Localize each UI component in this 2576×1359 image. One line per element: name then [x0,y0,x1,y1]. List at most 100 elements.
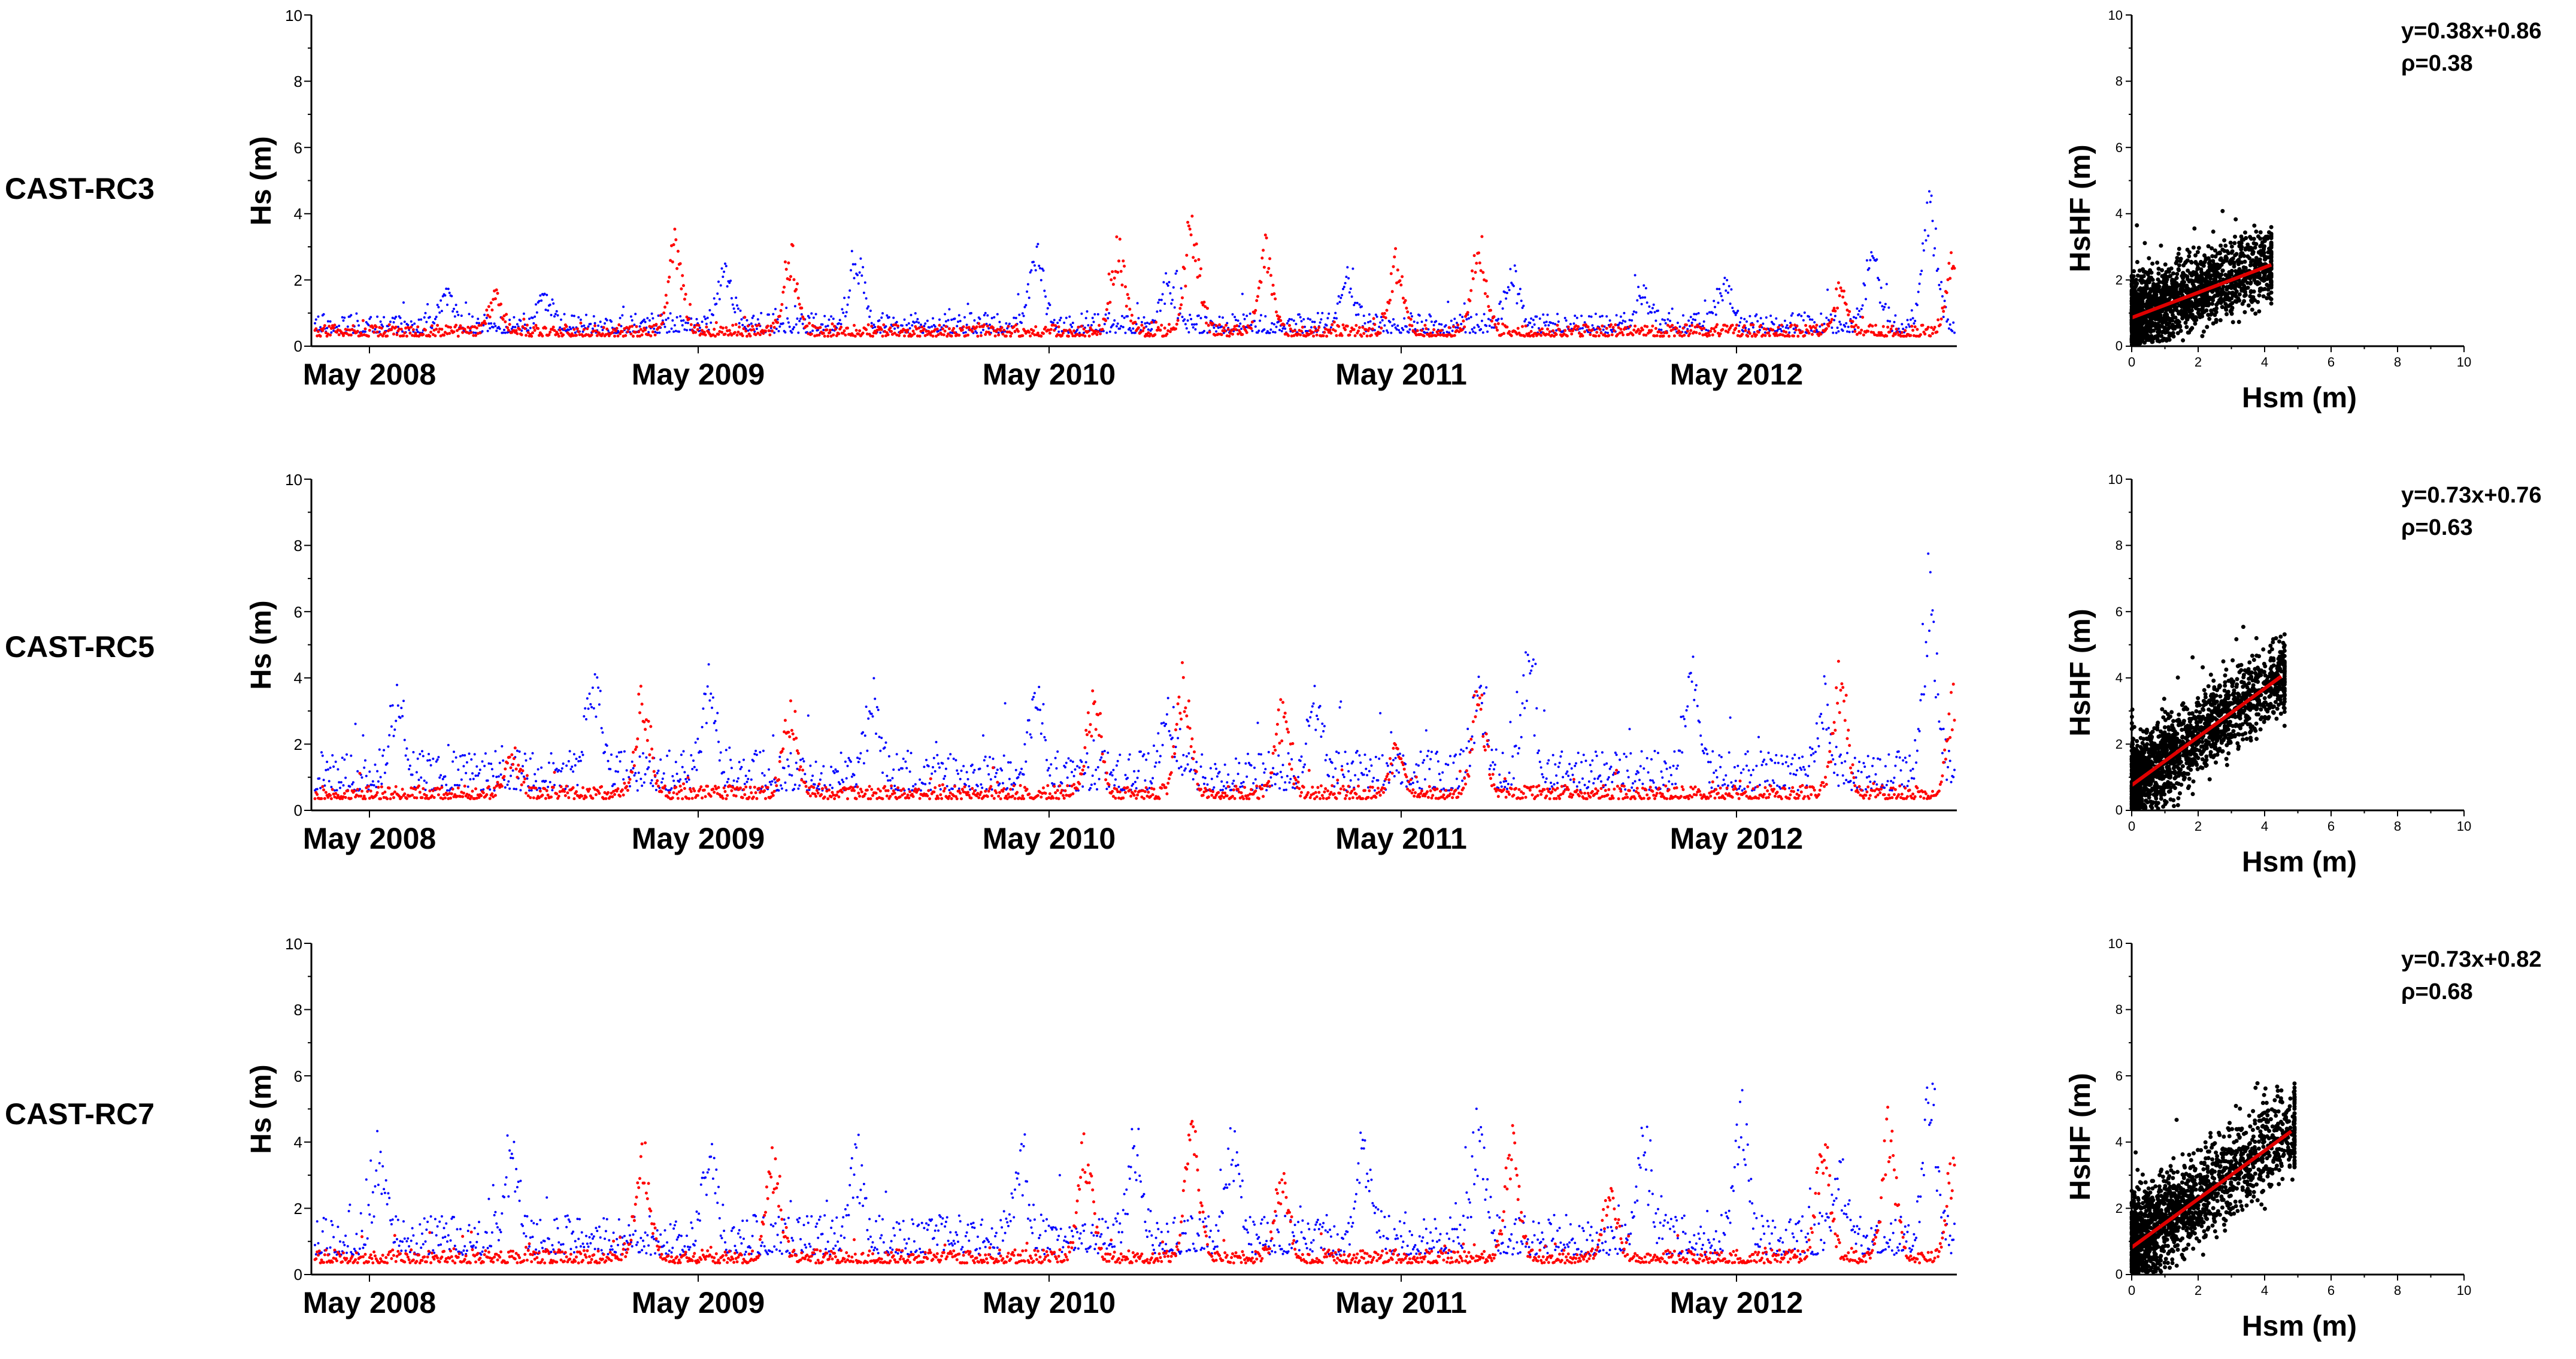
scatter-x-tick-label: 2 [2195,355,2202,370]
y-tick-label: 10 [285,7,302,25]
data-point-blue [1462,1107,1628,1256]
timeseries-panel: 0 2 4 6 8 10 Hs (m) May 2008 May 2009 Ma… [246,7,1957,391]
data-point-blue [1626,655,1792,792]
data-point-red [1298,247,1464,338]
scatter-y-tick-label: 10 [2108,936,2123,951]
data-point-red [969,689,1136,801]
scatter-y-tick-label: 2 [2116,273,2123,287]
y-tick-label: 4 [294,669,302,687]
data-point-red [641,699,808,801]
y-tick-label: 10 [285,471,302,489]
row-cast-rc5: CAST-RC5 0 2 4 6 8 10 Hs (m) May 2008 Ma… [5,471,2542,878]
data-point-red [313,1230,480,1265]
x-tick-marks [369,810,1737,818]
data-point-blue [1790,190,1956,334]
scatter-x-tick-label: 10 [2457,819,2471,834]
regression-line [2130,1130,2293,1249]
data-point-red [1626,779,1792,801]
scatter-x-tick-label: 6 [2328,355,2335,370]
data-point-blue [642,262,808,334]
y-tick-label: 4 [294,1133,302,1151]
data-point-red [641,1141,808,1265]
y-tick-label: 6 [294,603,302,621]
y-tick-label: 2 [294,736,302,753]
x-tick-label: May 2010 [983,1286,1116,1319]
data-point-red [1626,1234,1792,1265]
scatter-x-tick-label: 6 [2328,1283,2335,1298]
scatter-panel: 0 2 4 6 8 10 0 2 4 6 8 10 HsHF (m) Hsm (… [2065,8,2542,414]
x-tick-marks [369,346,1737,353]
data-point-red [313,319,480,338]
scatter-y-tick-label: 0 [2116,803,2123,818]
y-tick-label: 8 [294,537,302,555]
y-tick-label: 6 [294,1067,302,1085]
data-point-red [477,1142,644,1265]
x-tick-label: May 2008 [303,358,436,391]
data-point-blue [1626,1089,1792,1256]
x-tick-marks [369,1275,1737,1282]
scatter-y-tick-label: 6 [2116,1069,2123,1083]
data-point-blue [805,1133,972,1256]
scatter-y-axis-label: HsHF (m) [2065,144,2096,272]
regression-line [2130,674,2283,787]
data-point-blue [1462,651,1628,792]
scatter-y-tick-label: 4 [2116,1134,2123,1149]
correlation-rho: ρ=0.68 [2401,979,2473,1004]
correlation-rho: ρ=0.63 [2401,515,2473,540]
data-point-red [1790,251,1956,338]
x-tick-label: May 2010 [983,358,1116,391]
scatter-x-tick-label: 4 [2261,355,2268,370]
scatter-y-tick-marks [2126,14,2132,347]
data-point-red [1134,661,1300,801]
scatter-x-tick-label: 0 [2128,819,2135,834]
scatter-points [2129,208,2274,347]
timeseries-panel: 0 2 4 6 8 10 Hs (m) May 2008 May 2009 Ma… [246,471,1957,855]
regression-equation: y=0.73x+0.82 [2401,947,2542,972]
scatter-x-tick-label: 8 [2394,355,2401,370]
data-point-red [641,228,808,338]
data-point-red [313,771,480,801]
x-tick-label: May 2009 [632,822,765,855]
scatter-y-tick-label: 10 [2108,472,2123,487]
data-point-blue [805,677,972,792]
x-tick-label: May 2011 [1335,1286,1467,1319]
scatter-y-tick-label: 10 [2108,8,2123,23]
scatter-y-tick-label: 8 [2116,1002,2123,1017]
timeseries-points [313,552,1956,801]
data-point-red [969,235,1136,338]
scatter-y-tick-marks [2126,943,2132,1275]
y-tick-label: 8 [294,1001,302,1019]
data-point-red [477,685,644,800]
scatter-y-tick-label: 0 [2116,1267,2123,1282]
scatter-y-tick-label: 4 [2116,670,2123,685]
data-point-blue [1134,697,1300,792]
scatter-panel: 0 2 4 6 8 10 0 2 4 6 8 10 HsHF (m) Hsm (… [2065,936,2542,1342]
scatter-x-tick-label: 2 [2195,1283,2202,1298]
row-cast-rc7: CAST-RC7 0 2 4 6 8 10 Hs (m) May 2008 Ma… [5,935,2542,1342]
y-tick-marks [304,479,311,811]
scatter-x-axis-label: Hsm (m) [2242,382,2357,414]
scatter-x-tick-marks [2131,346,2465,352]
row-cast-rc3: CAST-RC3 0 2 4 6 8 10 Hs (m) May 2008 Ma… [5,7,2542,414]
data-point-blue [969,686,1136,792]
x-tick-label: May 2012 [1670,358,1803,391]
data-point-red [805,1238,972,1265]
x-tick-label: May 2010 [983,822,1116,855]
data-point-red [1298,742,1464,801]
regression-equation: y=0.38x+0.86 [2401,19,2542,44]
scatter-x-tick-label: 2 [2195,819,2202,834]
data-point-blue [1298,1131,1464,1256]
row-label: CAST-RC3 [5,172,154,205]
x-tick-label: May 2009 [632,1286,765,1319]
data-point-red [1626,323,1792,338]
y-axis-label: Hs (m) [246,136,277,225]
y-tick-label: 6 [294,139,302,157]
scatter-y-tick-marks [2126,479,2132,811]
data-point-red [1790,1106,1956,1265]
data-point-blue [642,663,808,792]
data-point-red [805,322,972,338]
y-tick-label: 8 [294,72,302,90]
data-point-blue [314,683,480,792]
data-point-blue [1626,274,1792,334]
